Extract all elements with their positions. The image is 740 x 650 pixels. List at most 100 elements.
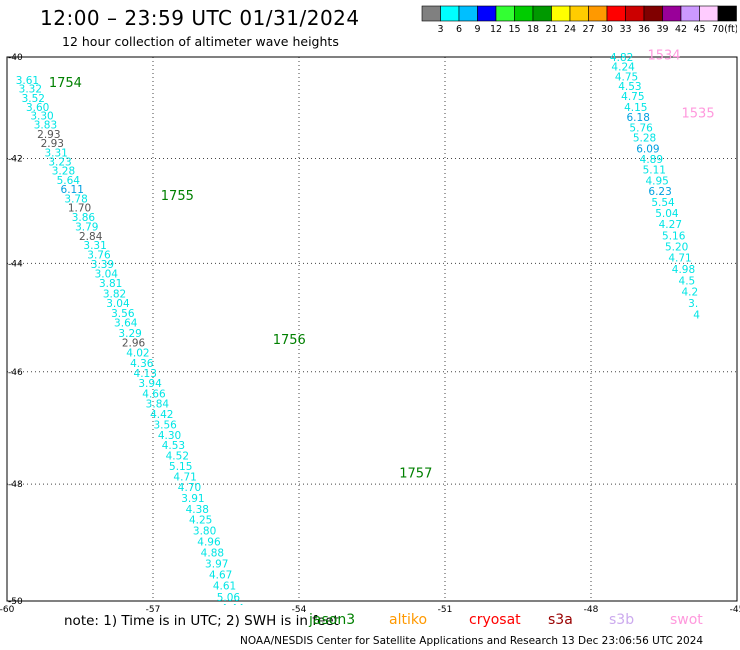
wave-height-point: 3.83	[34, 120, 57, 132]
wave-height-point: 3.80	[193, 525, 216, 537]
wave-height-point: 4.67	[209, 569, 232, 581]
wave-height-point: 4.53	[618, 81, 641, 93]
wave-height-point: 4.36	[130, 358, 154, 370]
wave-height-point: 4.27	[659, 219, 682, 231]
wave-height-point: 3.	[688, 298, 698, 310]
wave-height-point: 3.78	[64, 194, 87, 206]
color-scale-legend: 3 6 9 12 15 18 21 24 27 30 33 36 39 42 45 70 (ft)	[421, 5, 737, 35]
x-tick-label: -48	[584, 605, 599, 615]
wave-height-point: 5.11	[643, 164, 666, 176]
wave-height-point: 3.64	[114, 318, 138, 330]
wave-height-point: 6.09	[636, 143, 659, 155]
wave-height-point: 4.89	[640, 154, 663, 166]
wave-height-point: 4.5	[679, 275, 696, 287]
wave-height-point: 4.53	[162, 440, 185, 452]
wave-height-point: 4.52	[166, 451, 189, 463]
pass-time-label: 1756	[273, 333, 306, 348]
wave-height-point: 4.24	[611, 62, 635, 74]
footer-credit: NOAA/NESDIS Center for Satellite Applica…	[240, 635, 704, 647]
legend-cryosat: cryosat	[469, 612, 521, 628]
wave-height-point: 4.88	[201, 548, 224, 560]
x-tick-label: -51	[438, 605, 453, 615]
wave-height-point: 3.29	[118, 328, 141, 340]
wave-height-point: 4.02	[126, 348, 149, 360]
wave-height-point: 4.95	[645, 175, 668, 187]
pass-time-label: 1757	[399, 467, 432, 482]
wave-height-point: 2.96	[122, 338, 146, 350]
x-tick-label: -57	[146, 605, 161, 615]
wave-height-point: 3.04	[106, 298, 130, 310]
wave-height-point: 4.2	[681, 287, 698, 299]
y-tick-label: -40	[8, 53, 23, 63]
colorbar-tick: 12	[490, 24, 502, 35]
y-tick-label: -46	[8, 368, 23, 378]
wave-height-point: 3.60	[26, 102, 49, 114]
colorbar-tick: 27	[582, 24, 594, 35]
pass-time-label: 1754	[49, 76, 82, 91]
colorbar-unit: (ft)	[724, 24, 737, 35]
wave-height-point: 4.44	[221, 603, 245, 615]
wave-height-point: 5.64	[57, 175, 81, 187]
wave-height-point: 6.18	[627, 112, 650, 124]
wave-height-point: 2.93	[37, 129, 60, 141]
wave-height-point: 3.28	[52, 165, 75, 177]
pass-time-label: 1535	[682, 106, 715, 121]
wave-height-point: 4.82	[610, 52, 633, 64]
wave-height-point: 4.71	[668, 253, 691, 265]
wave-height-point: 4.25	[189, 514, 212, 526]
wave-height-point: 5.76	[629, 122, 653, 134]
colorbar-tick: 18	[527, 24, 539, 35]
wave-height-point: 2.93	[41, 138, 64, 150]
wave-height-point: 4.98	[672, 264, 695, 276]
page-subtitle: 12 hour collection of altimeter wave hei…	[62, 34, 339, 49]
wave-height-point: 5.04	[655, 208, 679, 220]
wave-height-point: 4.75	[621, 91, 644, 103]
wave-height-point: 4.66	[142, 388, 166, 400]
wave-height-point: 6.23	[648, 186, 671, 198]
colorbar-tick: 24	[564, 24, 576, 35]
wave-height-point: 3.82	[103, 288, 126, 300]
pass-time-label: 1534	[647, 48, 680, 63]
wave-height-point: 3.86	[72, 212, 96, 224]
footer-note: note: 1) Time is in UTC; 2) SWH is in fe…	[64, 613, 339, 629]
wave-height-point: 3.76	[87, 249, 111, 261]
wave-height-point: 2.84	[79, 231, 103, 243]
wave-height-point: 3.04	[95, 269, 119, 281]
wave-height-point: 4.75	[615, 72, 638, 84]
wave-height-point: 3.31	[44, 147, 67, 159]
wave-height-point: 3.97	[205, 559, 228, 571]
colorbar-tick: 45	[693, 24, 705, 35]
wave-height-point: 4.30	[158, 430, 181, 442]
legend-altiko: altiko	[389, 612, 428, 628]
wave-height-point: 3.94	[138, 378, 162, 390]
y-tick-label: -44	[8, 259, 23, 269]
wave-height-point: 3.56	[111, 308, 135, 320]
wave-height-point: 5.06	[217, 592, 241, 604]
colorbar-swatch	[717, 5, 737, 22]
wave-height-point: 5.54	[651, 197, 675, 209]
pass-time-label: 1755	[161, 189, 194, 204]
colorbar-tick: 39	[656, 24, 668, 35]
wave-height-point: 3.91	[181, 493, 204, 505]
colorbar-tick: 6	[456, 24, 462, 35]
wave-height-point: 3.23	[48, 157, 71, 169]
wave-height-point: 4	[693, 309, 700, 321]
wave-height-point: 5.20	[665, 241, 688, 253]
colorbar-tick: 42	[675, 24, 687, 35]
wave-height-point: 4.13	[134, 368, 157, 380]
wave-height-point: 3.30	[30, 111, 53, 123]
colorbar-tick: 70	[712, 24, 724, 35]
wave-height-point: 4.38	[186, 504, 209, 516]
wave-height-point: 3.84	[146, 398, 170, 410]
y-tick-label: -50	[8, 597, 23, 607]
x-tick-label: -45	[730, 605, 740, 615]
wave-height-point: 4.42	[150, 409, 173, 421]
wave-height-point: 3.31	[83, 240, 106, 252]
wave-height-point: 4.15	[624, 102, 647, 114]
wave-height-point: 5.28	[633, 132, 656, 144]
legend-swot: swot	[670, 612, 703, 628]
page-title: 12:00 – 23:59 UTC 01/31/2024	[40, 6, 360, 30]
y-tick-label: -48	[8, 480, 23, 490]
legend-s3a: s3a	[548, 612, 573, 628]
